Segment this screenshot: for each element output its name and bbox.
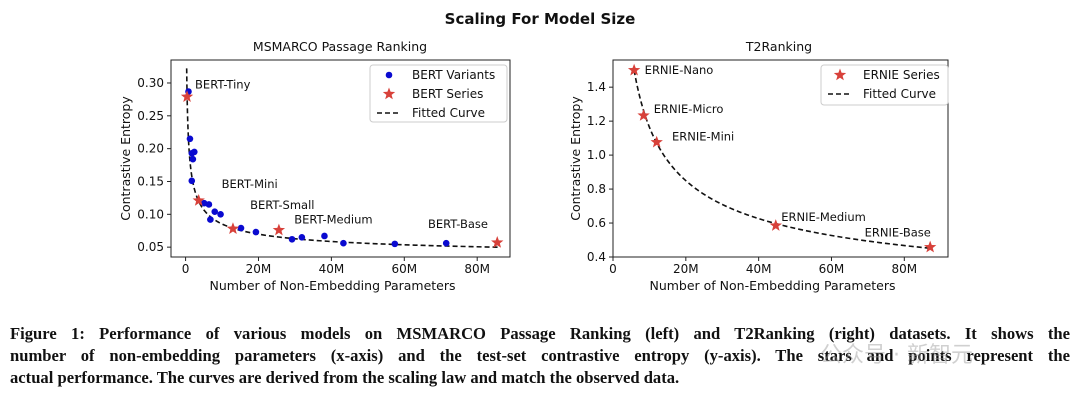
bert-variant-point	[252, 228, 260, 236]
y-tick-label: 0.10	[137, 207, 164, 221]
bert-variant-point	[340, 239, 347, 247]
subplot-title: T2Ranking	[745, 39, 812, 54]
x-tick-label: 60M	[391, 262, 417, 276]
t2ranking-plot: T2Ranking 0 20M 40M 60M 80M 0.4 0.6 0.8 1.0 1.2 1.4…	[568, 39, 949, 293]
bert-variant-point	[188, 177, 196, 185]
caption-line-3: actual performance. The curves are deriv…	[10, 368, 680, 387]
legend-label: BERT Series	[412, 87, 483, 101]
series-star-point	[272, 223, 286, 236]
series-star-point	[226, 222, 240, 235]
y-tick-label: 0.25	[137, 109, 164, 123]
figure-title: Scaling For Model Size	[445, 10, 636, 28]
series-star-point	[491, 236, 504, 248]
series-star-point	[180, 90, 194, 103]
legend-star-icon	[382, 87, 396, 100]
y-tick-label: 1.4	[587, 80, 606, 94]
x-axis-label: Number of Non-Embedding Parameters	[209, 278, 455, 293]
legend-label: ERNIE Series	[863, 68, 940, 82]
plot-frame	[612, 59, 949, 258]
caption-line-1: Figure 1: Performance of various models …	[10, 324, 1070, 343]
y-axis-label: Contrastive Entropy	[568, 96, 583, 221]
y-tick-label: 0.30	[137, 76, 164, 90]
legend-star-icon	[833, 68, 847, 81]
y-tick-label: 0.20	[137, 142, 164, 156]
x-tick-label: 0	[609, 262, 617, 276]
legend	[820, 64, 949, 106]
bert-variant-point	[298, 234, 306, 241]
x-tick-label: 0	[182, 262, 190, 276]
series-star-point	[637, 109, 650, 121]
bert-variant-point	[237, 224, 245, 232]
point-annotation: ERNIE-Base	[865, 226, 931, 240]
fitted-curve	[185, 68, 500, 249]
bert-variant-point	[321, 232, 328, 240]
x-tick-label: 20M	[673, 262, 699, 276]
legend-circle-icon	[385, 71, 393, 79]
caption-line-2: number of non-embedding parameters (x-ax…	[10, 346, 1070, 365]
point-annotation: ERNIE-Micro	[654, 102, 724, 116]
point-annotation: ERNIE-Medium	[781, 210, 866, 224]
bert-variant-point	[211, 208, 219, 215]
y-tick-label: 0.6	[587, 216, 606, 230]
bert-variant-point	[207, 216, 214, 223]
legend-label: BERT Variants	[412, 68, 495, 82]
legend-label: Fitted Curve	[412, 106, 485, 120]
legend	[369, 64, 508, 123]
legend-label: Fitted Curve	[863, 87, 936, 101]
watermark: 公众号 · 新智元	[820, 343, 973, 368]
y-axis-label: Contrastive Entropy	[118, 96, 133, 221]
point-annotation: ERNIE-Mini	[672, 129, 734, 143]
x-tick-label: 80M	[891, 262, 917, 276]
point-annotation: ERNIE-Nano	[645, 63, 714, 77]
series-star-point	[769, 219, 782, 231]
point-annotation: BERT-Base	[428, 217, 488, 231]
point-annotation: BERT-Mini	[222, 177, 278, 191]
bert-variant-point	[189, 155, 197, 163]
point-annotation: BERT-Medium	[294, 213, 372, 227]
subplot-title: MSMARCO Passage Ranking	[253, 39, 427, 54]
y-tick-label: 0.8	[587, 182, 606, 196]
x-tick-label: 60M	[819, 262, 845, 276]
series-star-point	[627, 63, 641, 76]
plot-frame	[170, 59, 511, 258]
series-star-point	[192, 194, 205, 206]
series-star-point	[650, 135, 663, 148]
bert-variant-point	[442, 239, 450, 247]
x-tick-label: 80M	[464, 262, 490, 276]
bert-variant-point	[288, 235, 296, 243]
bert-variant-point	[391, 240, 399, 248]
bert-variant-point	[217, 211, 224, 218]
series-star-point	[923, 240, 937, 253]
y-tick-label: 0.15	[137, 174, 164, 188]
msmarco-plot: MSMARCO Passage Ranking 0 20M 40M 60M 80M 0.05…	[118, 39, 511, 293]
y-tick-label: 0.05	[137, 240, 164, 254]
bert-variant-point	[188, 149, 196, 157]
point-annotation: BERT-Small	[250, 198, 314, 212]
y-tick-label: 0.4	[587, 250, 606, 264]
y-tick-label: 1.2	[587, 114, 606, 128]
x-tick-label: 20M	[246, 262, 272, 276]
x-tick-label: 40M	[746, 262, 772, 276]
bert-variant-point	[186, 135, 194, 143]
bert-variant-point	[205, 201, 213, 208]
x-tick-label: 40M	[319, 262, 345, 276]
y-tick-label: 1.0	[587, 148, 606, 162]
point-annotation: BERT-Tiny	[195, 77, 251, 91]
x-axis-label: Number of Non-Embedding Parameters	[649, 278, 895, 293]
